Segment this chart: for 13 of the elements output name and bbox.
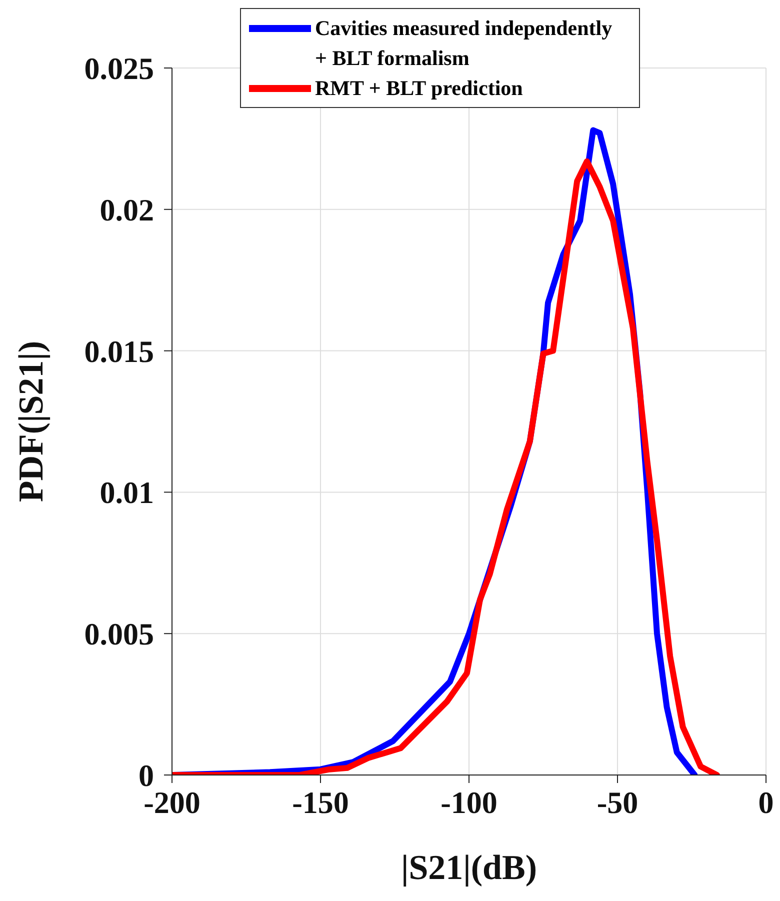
y-tick-label: 0.02 [100, 192, 154, 228]
x-tick-label: -50 [596, 785, 638, 820]
y-tick-label: 0.01 [100, 475, 154, 510]
y-tick-label: 0.025 [84, 51, 154, 86]
legend-label: Cavities measured independently + BLT formalism [315, 15, 614, 72]
x-tick-label: -150 [292, 785, 349, 820]
y-tick-label: 0.005 [84, 616, 154, 652]
y-tick-label: 0.015 [84, 334, 154, 369]
x-tick-label: -100 [440, 785, 498, 820]
y-axis-title: PDF(|S21|) [11, 340, 50, 502]
legend-label: RMT + BLT prediction [315, 75, 524, 102]
x-tick-label: 0 [758, 785, 774, 820]
x-axis-title: |S21|(dB) [400, 848, 538, 887]
